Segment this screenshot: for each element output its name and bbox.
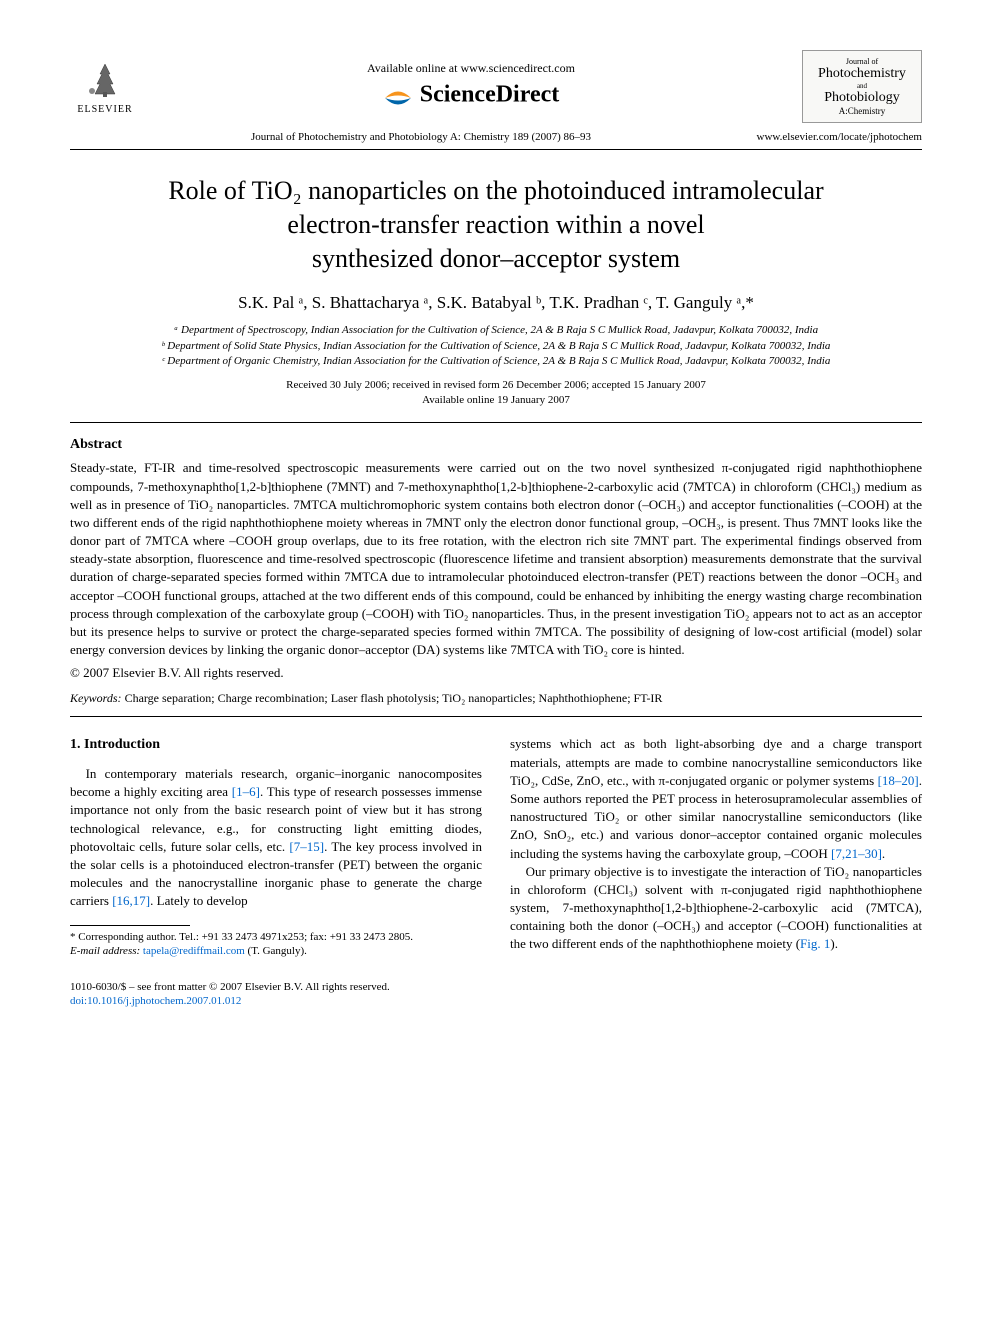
elsevier-logo: ELSEVIER: [70, 59, 140, 115]
keywords-label: Keywords:: [70, 691, 122, 705]
affiliation-b: ᵇ Department of Solid State Physics, Ind…: [70, 339, 922, 354]
ref-fig-1[interactable]: Fig. 1: [800, 936, 830, 951]
affiliation-c: ᶜ Department of Organic Chemistry, India…: [70, 354, 922, 369]
header-row: ELSEVIER Available online at www.science…: [70, 50, 922, 123]
page-footer: 1010-6030/$ – see front matter © 2007 El…: [70, 980, 922, 1009]
keywords-list: Charge separation; Charge recombination;…: [125, 691, 663, 705]
title-line1: Role of TiO₂ nanoparticles on the photoi…: [168, 176, 823, 205]
keywords-line: Keywords: Charge separation; Charge reco…: [70, 691, 922, 706]
email-link[interactable]: tapela@rediffmail.com: [143, 945, 245, 957]
ref-7-21-30[interactable]: [7,21–30]: [831, 846, 882, 861]
abstract-body: Steady-state, FT-IR and time-resolved sp…: [70, 459, 922, 659]
intro-para-1: In contemporary materials research, orga…: [70, 765, 482, 911]
sd-swoosh-icon: [383, 80, 420, 111]
left-column: 1. Introduction In contemporary material…: [70, 735, 482, 958]
sub-header: Journal of Photochemistry and Photobiolo…: [70, 131, 922, 143]
page-container: ELSEVIER Available online at www.science…: [0, 0, 992, 1059]
title-line2: electron-transfer reaction within a nove…: [287, 210, 704, 239]
ref-16-17[interactable]: [16,17]: [112, 893, 150, 908]
title-line3: synthesized donor–acceptor system: [312, 244, 680, 273]
intro-para-2: Our primary objective is to investigate …: [510, 863, 922, 954]
footnote-separator: [70, 925, 190, 926]
abstract-top-rule: [70, 422, 922, 423]
email-label: E-mail address:: [70, 945, 140, 957]
abstract-heading: Abstract: [70, 437, 922, 453]
elsevier-tree-icon: [70, 59, 140, 104]
abstract-bottom-rule: [70, 716, 922, 717]
header-center: Available online at www.sciencedirect.co…: [140, 61, 802, 112]
authors-line: S.K. Pal ᵃ, S. Bhattacharya ᵃ, S.K. Bata…: [70, 293, 922, 313]
affiliation-a: ᵃ Department of Spectroscopy, Indian Ass…: [70, 323, 922, 338]
cover-line3: and: [807, 82, 917, 90]
ref-7-15[interactable]: [7–15]: [289, 839, 324, 854]
ref-18-20[interactable]: [18–20]: [878, 773, 919, 788]
cover-line4: Photobiology: [807, 90, 917, 106]
journal-url[interactable]: www.elsevier.com/locate/jphotochem: [702, 131, 922, 143]
available-online-text: Available online at www.sciencedirect.co…: [140, 61, 802, 76]
journal-cover: Journal of Photochemistry and Photobiolo…: [802, 50, 922, 123]
sciencedirect-logo: ScienceDirect: [140, 80, 802, 112]
body-columns: 1. Introduction In contemporary material…: [70, 735, 922, 958]
doi-link[interactable]: doi:10.1016/j.jphotochem.2007.01.012: [70, 995, 241, 1007]
online-date: Available online 19 January 2007: [70, 393, 922, 408]
article-dates: Received 30 July 2006; received in revis…: [70, 378, 922, 409]
ref-1-6[interactable]: [1–6]: [232, 784, 260, 799]
intro-para-1-cont: systems which act as both light-absorbin…: [510, 735, 922, 862]
footer-front-matter: 1010-6030/$ – see front matter © 2007 El…: [70, 980, 922, 994]
received-date: Received 30 July 2006; received in revis…: [70, 378, 922, 393]
sd-brand-text: ScienceDirect: [420, 82, 560, 108]
cover-line2: Photochemistry: [807, 66, 917, 82]
section-1-heading: 1. Introduction: [70, 735, 482, 755]
cover-line5: A:Chemistry: [807, 106, 917, 116]
publisher-name: ELSEVIER: [70, 104, 140, 115]
cover-line1: Journal of: [807, 57, 917, 66]
article-title: Role of TiO₂ nanoparticles on the photoi…: [110, 174, 882, 275]
copyright-line: © 2007 Elsevier B.V. All rights reserved…: [70, 665, 922, 681]
affiliations: ᵃ Department of Spectroscopy, Indian Ass…: [70, 323, 922, 369]
footer-doi: doi:10.1016/j.jphotochem.2007.01.012: [70, 994, 922, 1008]
right-column: systems which act as both light-absorbin…: [510, 735, 922, 958]
journal-reference: Journal of Photochemistry and Photobiolo…: [140, 131, 702, 143]
corresponding-author-footnote: * Corresponding author. Tel.: +91 33 247…: [70, 930, 482, 959]
header-rule: [70, 149, 922, 150]
